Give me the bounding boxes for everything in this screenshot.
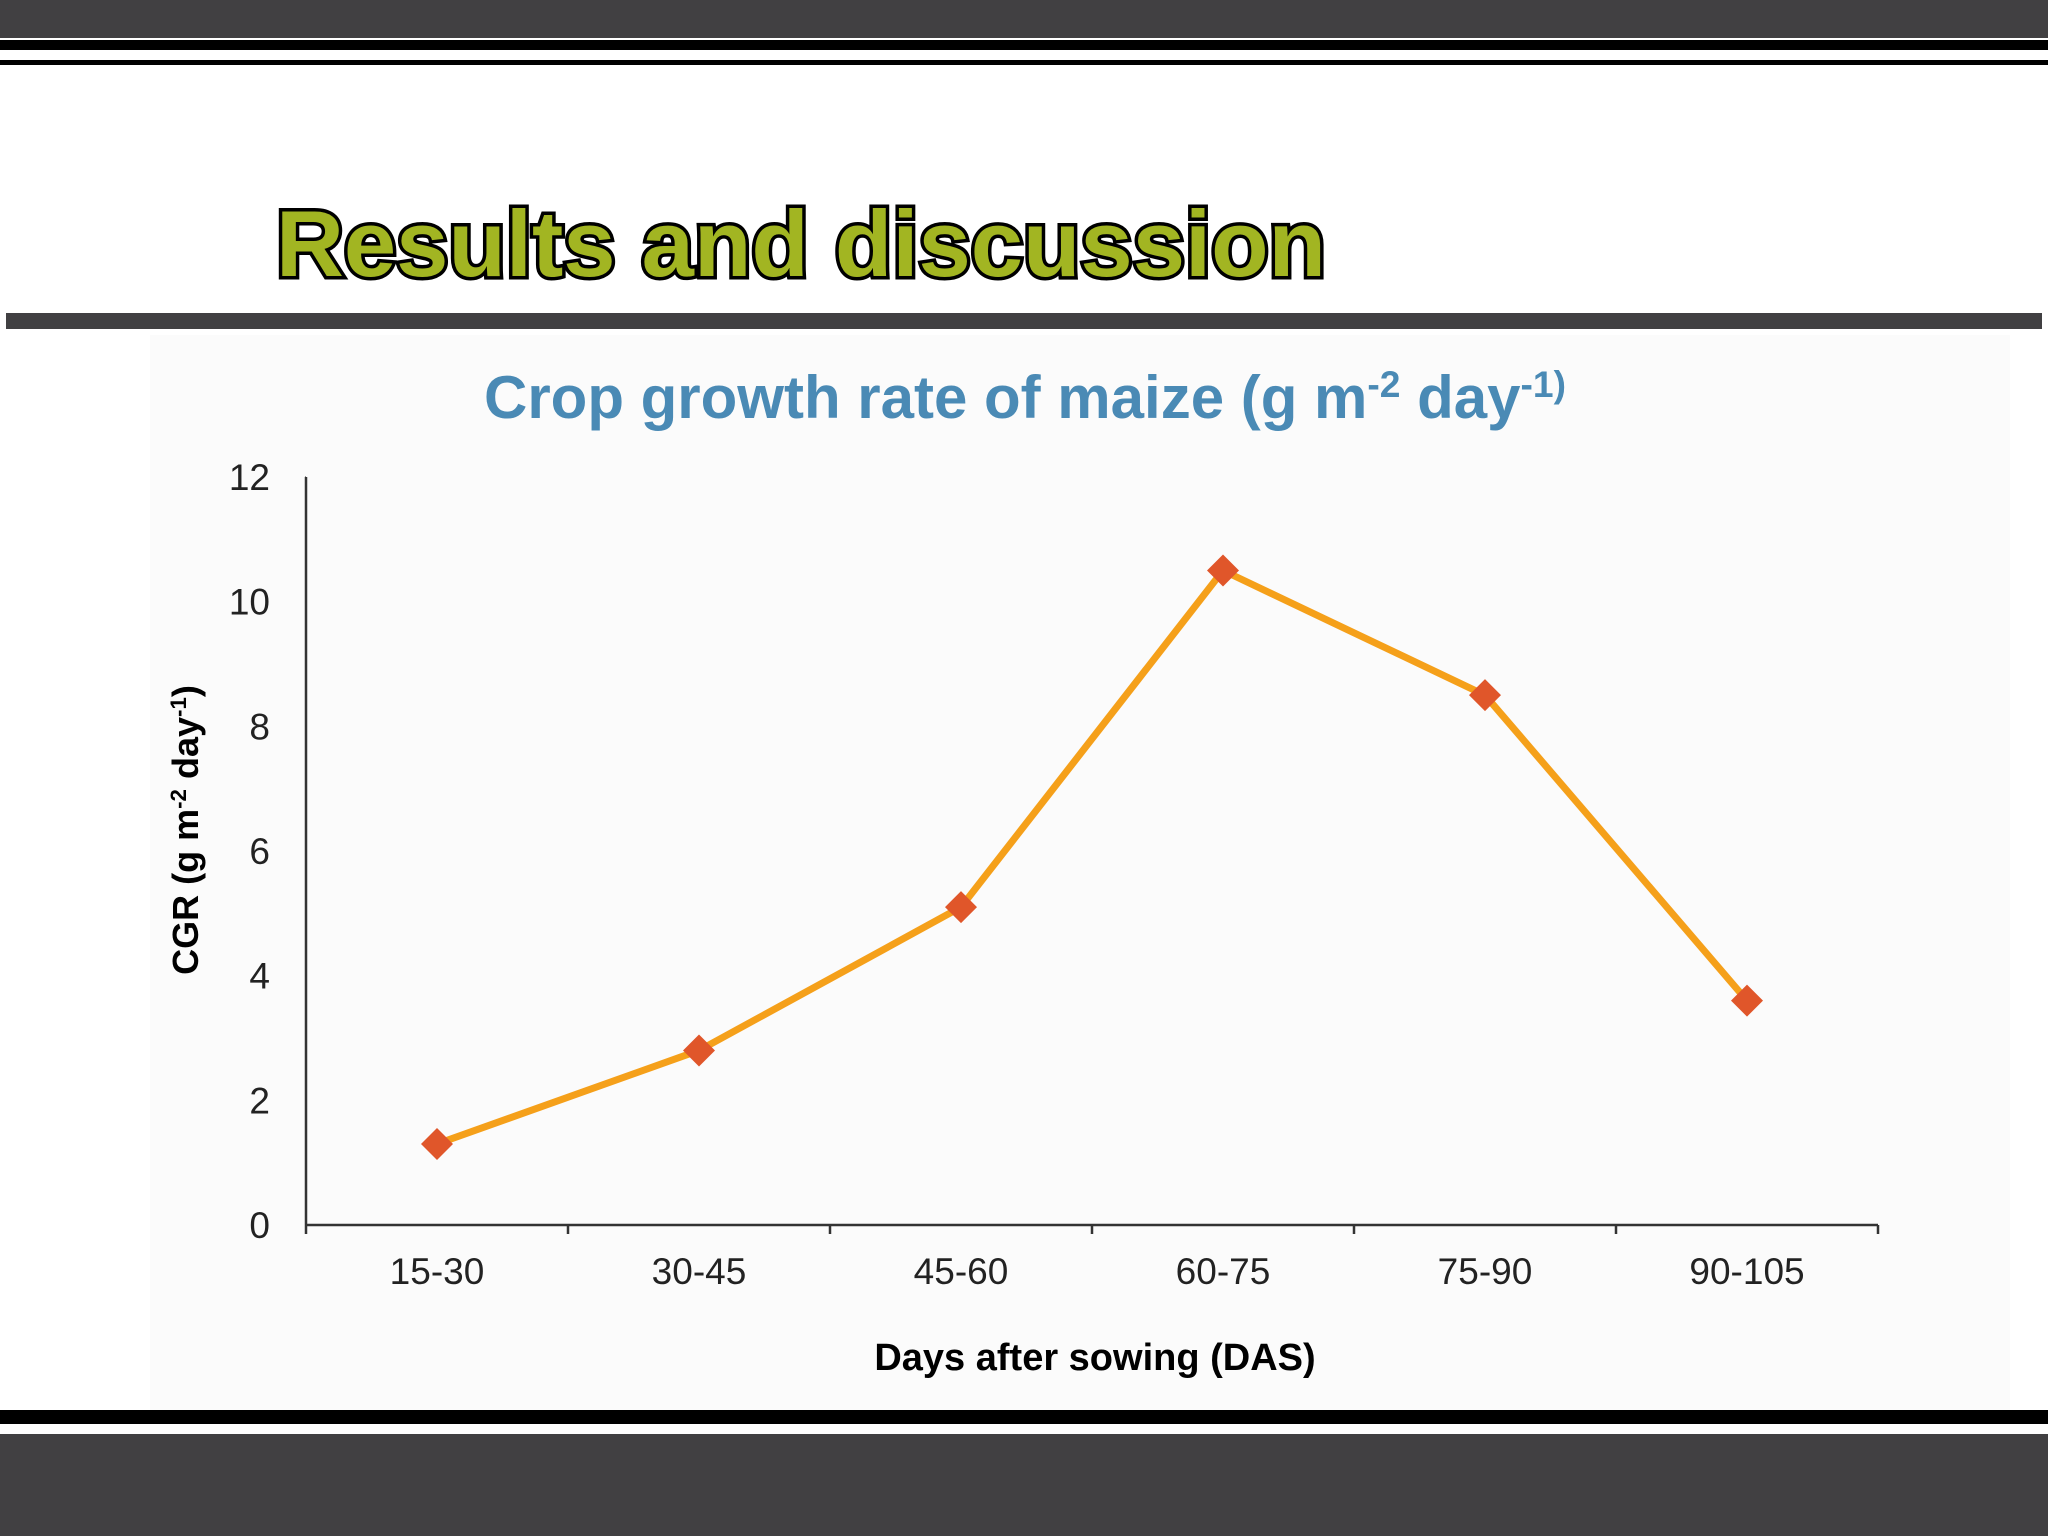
data-point (945, 891, 977, 924)
chart-title-sup: -2 (1367, 363, 1400, 405)
y-tick-label: 0 (249, 1205, 270, 1246)
data-point (683, 1034, 715, 1067)
x-axis-label: Days after sowing (DAS) (874, 1337, 1315, 1379)
y-tick-label: 2 (249, 1080, 270, 1121)
data-point (1469, 679, 1501, 712)
top-rule-thin (0, 60, 2048, 65)
y-tick-label: 12 (229, 457, 270, 498)
bottom-band (0, 1434, 2048, 1536)
heading-rule (6, 313, 2042, 329)
y-axis-label-part: day (165, 717, 206, 789)
x-tick-label: 15-30 (390, 1251, 485, 1292)
y-tick-label: 8 (249, 706, 270, 747)
x-tick-label: 60-75 (1176, 1251, 1271, 1292)
y-axis-label: CGR (g m-2 day-1) (165, 685, 206, 975)
data-point (421, 1127, 453, 1160)
top-band (0, 0, 2048, 38)
chart-title-part: day (1400, 364, 1521, 431)
data-point (1207, 554, 1239, 587)
x-tick-label: 90-105 (1689, 1251, 1804, 1292)
slide-heading: Results and discussion (276, 191, 1326, 296)
y-axis-label-part: ) (165, 685, 206, 697)
chart-title-part: Crop growth rate of maize (g m (484, 364, 1367, 431)
y-axis-label-sup: -2 (166, 789, 191, 809)
y-axis-label-part: CGR (g m (165, 809, 206, 975)
chart-title: Crop growth rate of maize (g m-2 day-1) (484, 363, 1566, 431)
data-point (1731, 984, 1763, 1017)
x-tick-label: 30-45 (652, 1251, 747, 1292)
y-tick-label: 6 (249, 831, 270, 872)
data-line (435, 567, 1750, 1148)
chart-title-sup: -1) (1521, 363, 1566, 405)
x-tick-label: 75-90 (1438, 1251, 1533, 1292)
chart-area (150, 335, 2010, 1410)
y-tick-label: 4 (249, 956, 270, 997)
y-tick-label: 10 (229, 582, 270, 623)
top-rule (0, 40, 2048, 50)
y-axis-label-sup: -1 (166, 697, 191, 717)
bottom-rule (0, 1410, 2048, 1424)
x-tick-label: 45-60 (914, 1251, 1009, 1292)
chart: Crop growth rate of maize (g m-2 day-1)C… (165, 363, 1880, 1379)
